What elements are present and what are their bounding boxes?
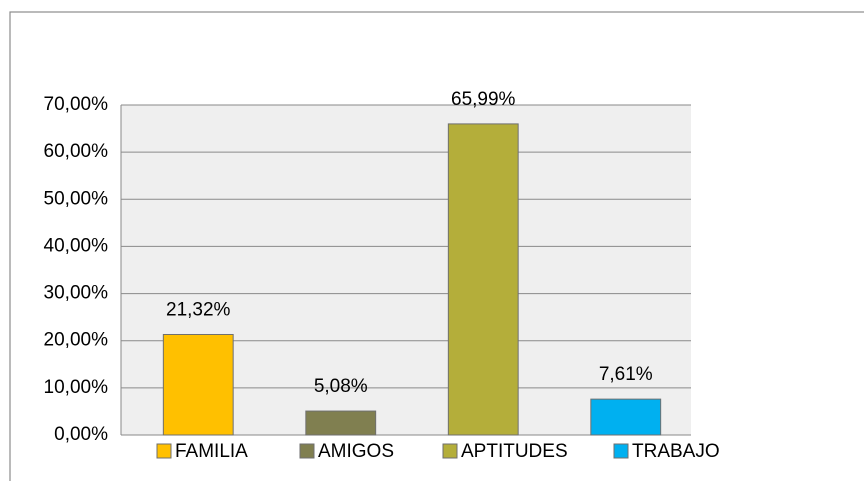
legend-swatch [299, 443, 315, 459]
y-tick-label: 50,00% [44, 188, 109, 209]
y-tick-label: 40,00% [44, 235, 109, 256]
legend-label: FAMILIA [175, 441, 248, 462]
y-tick-label: 30,00% [44, 283, 109, 304]
value-label: 5,08% [314, 376, 368, 397]
legend-swatch [156, 443, 172, 459]
legend-label: TRABAJO [632, 441, 720, 462]
bar [305, 410, 377, 436]
value-label: 7,61% [599, 364, 653, 385]
y-tick-label: 0,00% [54, 424, 108, 445]
legend-swatch [442, 443, 458, 459]
legend-label: APTITUDES [461, 441, 568, 462]
y-tick-label: 70,00% [44, 94, 109, 115]
value-label: 65,99% [451, 89, 516, 110]
value-label: 21,32% [166, 300, 231, 321]
bar [447, 123, 519, 436]
y-tick-label: 10,00% [44, 377, 109, 398]
legend-label: AMIGOS [318, 441, 394, 462]
bar [162, 333, 234, 436]
y-tick-label: 20,00% [44, 330, 109, 351]
y-tick-label: 60,00% [44, 141, 109, 162]
legend-swatch [613, 443, 629, 459]
bar [590, 398, 662, 436]
